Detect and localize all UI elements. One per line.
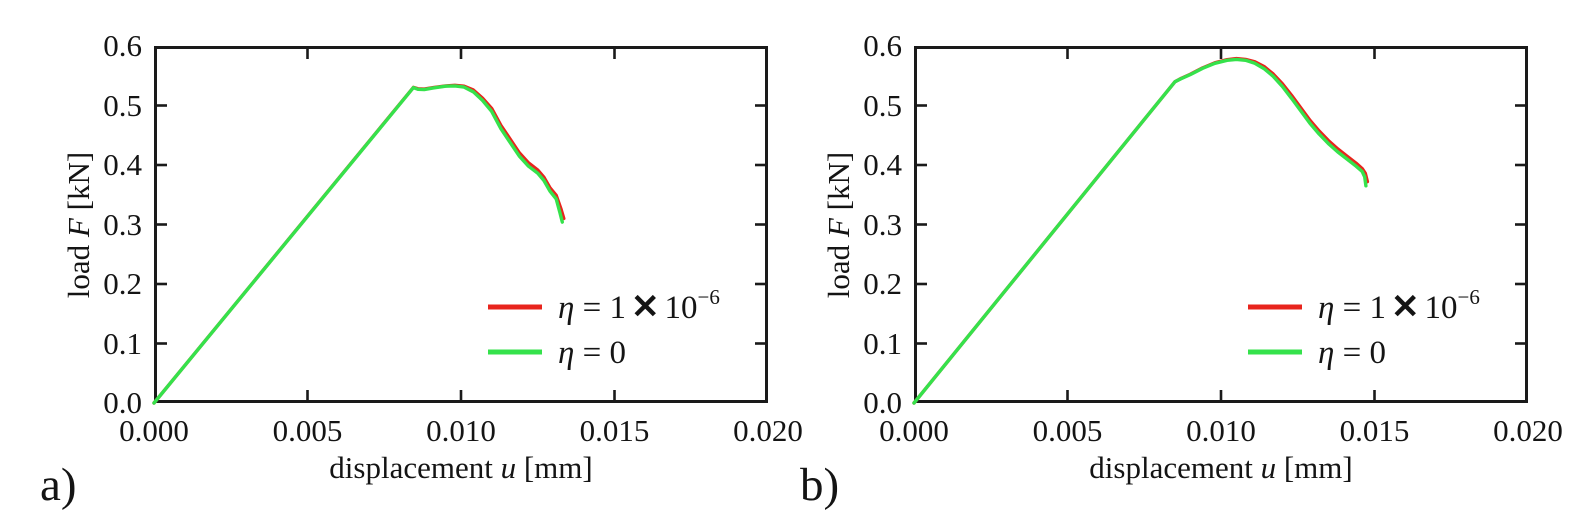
x-tick-label: 0.020 [733, 413, 803, 448]
legend-line-red [488, 304, 542, 309]
plot-border [914, 46, 1528, 403]
y-tick-label: 0.5 [863, 87, 902, 123]
y-tick-label: 0.6 [863, 28, 902, 63]
x-tick-label: 0.015 [579, 413, 650, 448]
legend: η = 1 ✕ 10−6 η = 0 [1247, 284, 1480, 374]
y-tick-label: 0.4 [103, 147, 142, 182]
legend-line-red [1248, 304, 1302, 309]
plot-area-a [152, 46, 768, 405]
x-tick-label: 0.020 [1493, 413, 1563, 448]
legend-item-eta-0: η = 0 [487, 329, 720, 374]
legend-label-eta-0: η = 0 [558, 334, 626, 371]
y-tick-label: 0.3 [863, 206, 902, 242]
legend-item-eta-1e-6: η = 1 ✕ 10−6 [487, 284, 720, 329]
x-axis-label: displacement u [mm] [329, 450, 593, 485]
series-line-eta-0 [912, 57, 1368, 405]
legend-label-eta-0: η = 0 [1318, 334, 1386, 371]
x-tick-label: 0.000 [879, 413, 949, 448]
panel-label-a: a) [40, 459, 77, 511]
plot-area-b [912, 46, 1528, 405]
x-tick-label: 0.010 [426, 413, 496, 448]
y-tick-label: 0.6 [103, 28, 142, 63]
panel-a: load F [kN] displacement u [mm] a) η = 1… [40, 28, 803, 511]
y-tick-label: 0.1 [863, 325, 902, 361]
x-tick-label: 0.005 [272, 413, 343, 448]
legend: η = 1 ✕ 10−6 η = 0 [487, 284, 720, 374]
y-tick-label: 0.2 [103, 266, 142, 301]
plot-border [154, 46, 768, 403]
y-tick-label: 0.0 [103, 385, 142, 420]
legend-item-eta-0: η = 0 [1247, 329, 1480, 374]
legend-line-green [1248, 349, 1302, 354]
y-tick-label: 0.2 [863, 266, 902, 301]
x-tick-label: 0.010 [1186, 413, 1256, 448]
y-tick-label: 0.5 [103, 87, 142, 123]
y-tick-label: 0.1 [103, 325, 142, 361]
x-tick-label: 0.005 [1032, 413, 1103, 448]
y-tick-label: 0.0 [863, 385, 902, 420]
series-line-eta-0 [152, 84, 564, 405]
y-tick-label: 0.3 [103, 206, 142, 242]
panel-b: load F [kN] displacement u [mm] b) η = 1… [760, 0, 1578, 526]
panel-label-b: b) [800, 459, 840, 511]
legend-item-eta-1e-6: η = 1 ✕ 10−6 [1247, 284, 1480, 329]
legend-line-green [488, 349, 542, 354]
x-tick-label: 0.015 [1339, 413, 1410, 448]
legend-label-eta-1e-6: η = 1 ✕ 10−6 [558, 284, 720, 326]
x-tick-label: 0.000 [119, 413, 189, 448]
x-axis-label: displacement u [mm] [1089, 450, 1353, 485]
legend-label-eta-1e-6: η = 1 ✕ 10−6 [1318, 284, 1480, 326]
y-tick-label: 0.4 [863, 147, 902, 182]
